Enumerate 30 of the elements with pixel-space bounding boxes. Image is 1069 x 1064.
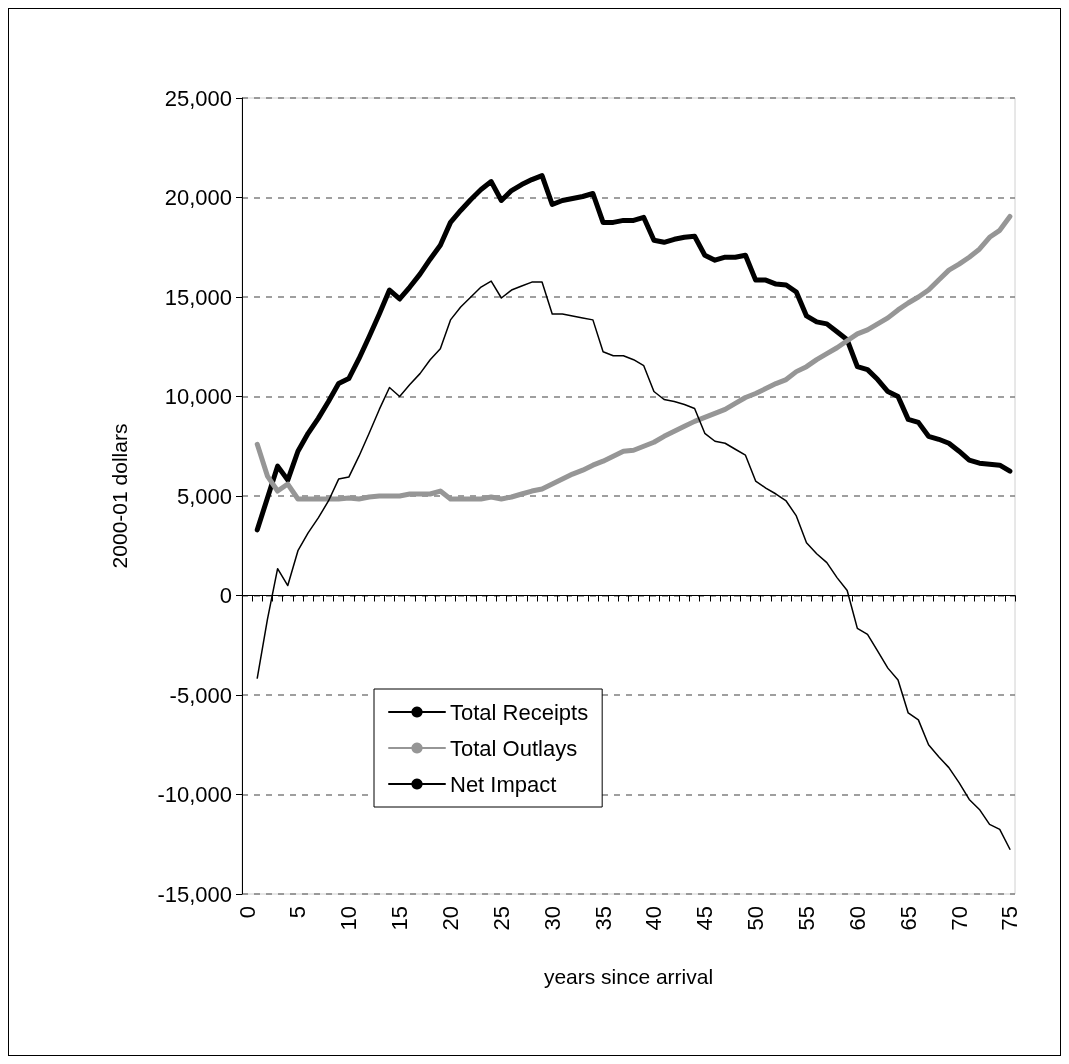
x-tick-label: 65	[895, 906, 921, 931]
x-tick-label: 20	[438, 906, 464, 931]
y-tick-label: 25,000	[164, 85, 232, 111]
x-tick-label: 50	[743, 906, 769, 931]
x-tick-label: 70	[946, 906, 972, 931]
x-tick-label: 0	[234, 906, 260, 919]
y-tick-label: 20,000	[164, 185, 232, 210]
y-tick-label: 5,000	[176, 483, 232, 509]
legend-label: Net Impact	[450, 771, 557, 797]
x-tick-label: 40	[641, 906, 667, 931]
x-axis-title: years since arrival	[543, 965, 714, 988]
legend-label: Total Receipts	[450, 699, 589, 725]
y-tick-label: 0	[219, 583, 232, 608]
y-tick-label: -10,000	[157, 782, 232, 807]
x-tick-label: 45	[692, 906, 718, 931]
x-tick-label: 55	[793, 906, 819, 931]
legend-label: Total Outlays	[450, 735, 578, 761]
x-tick-label: 60	[844, 906, 870, 931]
x-tick-label: 30	[539, 906, 565, 931]
x-tick-label: 10	[336, 906, 362, 931]
y-axis-title: 2000-01 dollars	[108, 423, 131, 569]
x-tick-label: 25	[488, 906, 514, 931]
y-tick-label: -15,000	[157, 881, 232, 907]
x-tick-label: 75	[997, 906, 1023, 931]
y-tick-label: 10,000	[164, 384, 232, 409]
y-tick-label: -5,000	[169, 682, 232, 708]
x-tick-label: 15	[387, 906, 413, 931]
y-tick-label: 15,000	[164, 284, 232, 310]
x-tick-label: 5	[285, 906, 311, 919]
x-tick-label: 35	[590, 906, 616, 931]
